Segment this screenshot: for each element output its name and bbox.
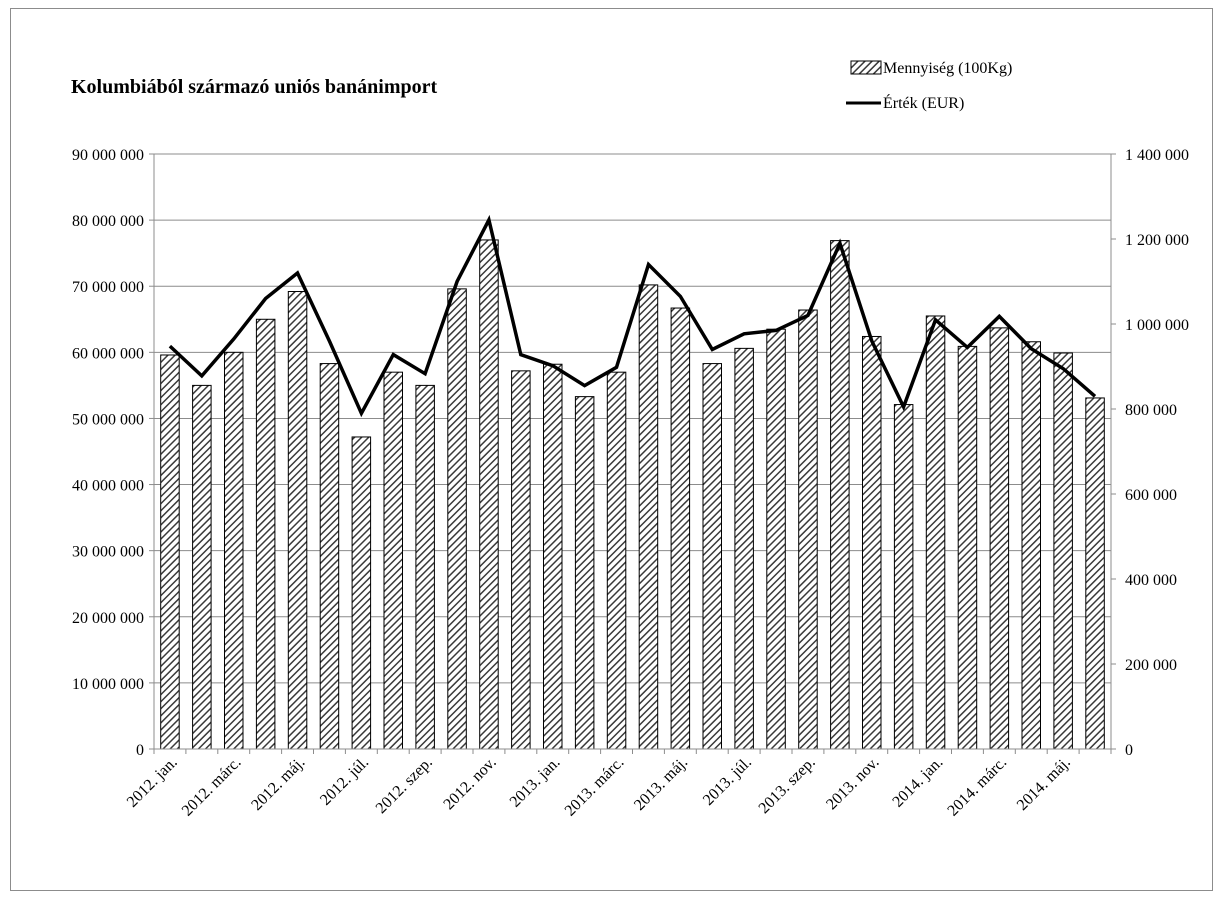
bar: [734, 347, 754, 750]
bar: [670, 307, 691, 750]
bar: [383, 371, 404, 750]
right-axis-tick-label: 1 000 000: [1125, 317, 1189, 334]
bar: [319, 363, 340, 750]
right-axis-tick-label: 0: [1125, 742, 1133, 759]
x-axis-tick-label: 2014. máj.: [1014, 754, 1074, 814]
legend: Mennyiség (100Kg) Érték (EUR): [846, 60, 1012, 112]
left-axis-tick-label: 60 000 000: [72, 345, 144, 362]
x-axis-tick-label: 2013. júl.: [700, 754, 755, 809]
right-axis-tick-label: 200 000: [1125, 657, 1177, 674]
left-axis-tick-label: 40 000 000: [72, 478, 144, 495]
bar: [861, 335, 882, 750]
left-axis-tick-label: 90 000 000: [72, 147, 144, 164]
left-axis-tick-label: 70 000 000: [72, 279, 144, 296]
x-axis-tick-label: 2012. júl.: [317, 754, 372, 809]
bar: [415, 384, 435, 750]
bar: [223, 351, 244, 750]
left-axis-tick-label: 50 000 000: [72, 411, 144, 428]
bar: [574, 396, 595, 750]
chart-title: Kolumbiából származó uniós banánimport: [71, 76, 438, 98]
bar-series: [160, 239, 1105, 750]
legend-swatch-bar: [850, 60, 882, 75]
bar: [989, 327, 1010, 750]
chart: 0 10 000 000 20 000 000 30 000 000 40 000 00…: [71, 60, 1189, 820]
bar: [638, 284, 659, 750]
x-axis-tick-label: 2014. márc.: [944, 754, 1010, 820]
bar: [893, 404, 914, 750]
x-axis-tick-label: 2013. nov.: [823, 754, 882, 813]
bar: [766, 328, 786, 750]
left-axis-tick-label: 10 000 000: [72, 676, 144, 693]
left-axis-tick-label: 80 000 000: [72, 213, 144, 230]
line-series: [168, 214, 1097, 418]
bar: [1085, 397, 1105, 750]
x-axis-tick-label: 2012. jan.: [124, 754, 181, 811]
bar: [1021, 341, 1042, 750]
bar: [925, 315, 946, 750]
bar: [830, 240, 850, 750]
x-axis-tick-label: 2012. szep.: [373, 754, 436, 817]
right-axis-tick-label: 600 000: [1125, 487, 1177, 504]
bar: [287, 291, 308, 750]
x-axis-tick-label: 2013. máj.: [631, 754, 691, 814]
bar: [1053, 352, 1073, 750]
right-axis-tick-label: 400 000: [1125, 572, 1177, 589]
bar: [542, 363, 563, 750]
x-axis-tick-label: 2013. szep.: [756, 754, 819, 817]
left-axis-tick-label: 0: [136, 742, 144, 759]
right-axis-tick-label: 1 200 000: [1125, 232, 1189, 249]
bar: [957, 345, 978, 750]
x-axis-tick-label: 2014. jan.: [889, 754, 946, 811]
left-axis-tick-label: 20 000 000: [72, 610, 144, 627]
x-axis-tick-label: 2012. máj.: [248, 754, 308, 814]
grid: [154, 153, 1111, 684]
bar: [447, 288, 467, 750]
bar: [160, 354, 180, 750]
value-line: [168, 214, 1097, 418]
right-axis-tick-label: 800 000: [1125, 402, 1177, 419]
bar: [511, 370, 531, 750]
x-axis-tick-label: 2012. márc.: [179, 754, 245, 820]
bar: [702, 363, 723, 750]
legend-label-line: Érték (EUR): [883, 93, 964, 112]
chart-frame: 0 10 000 000 20 000 000 30 000 000 40 000 00…: [10, 8, 1213, 891]
x-axis-tick-label: 2013. jan.: [507, 754, 564, 811]
bar: [351, 436, 372, 750]
x-axis-tick-label: 2012. nov.: [440, 754, 499, 813]
x-axis-tick-label: 2013. márc.: [562, 754, 628, 820]
bar: [798, 309, 818, 750]
bar: [255, 318, 276, 750]
right-axis-tick-label: 1 400 000: [1125, 147, 1189, 164]
left-axis-tick-label: 30 000 000: [72, 544, 144, 561]
axes: [149, 153, 1116, 754]
bar: [479, 239, 499, 750]
bar: [606, 371, 627, 750]
bar: [192, 384, 212, 750]
legend-label-bar: Mennyiség (100Kg): [883, 60, 1012, 77]
